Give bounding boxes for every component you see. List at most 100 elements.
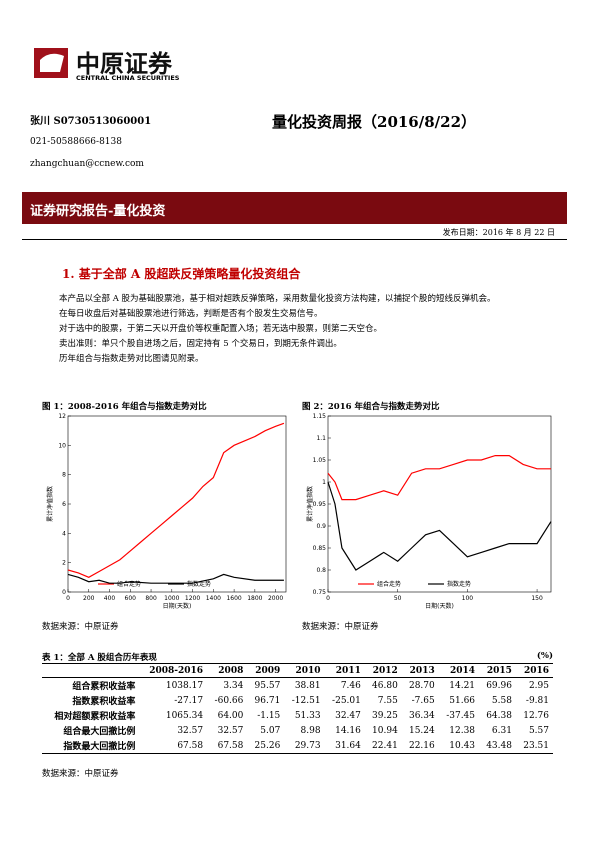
header-cell: 2010: [284, 665, 325, 678]
x-tick-label: 400: [104, 595, 116, 602]
paragraph: 历年组合与指数走势对比图请见附录。: [59, 354, 204, 364]
x-tick-label: 200: [83, 595, 95, 602]
table-cell: -27.17: [174, 695, 204, 706]
table-cell: 39.25: [372, 710, 398, 721]
table-cell: 96.71: [254, 695, 281, 706]
table-cell: -7.65: [411, 695, 435, 706]
y-tick-label: 0.9: [316, 523, 326, 530]
y-tick-label: 4: [62, 530, 66, 537]
figure-source: 数据来源：中原证券: [42, 622, 119, 632]
x-tick-label: 0: [326, 595, 330, 602]
table-cell: 28.70: [408, 680, 435, 691]
x-tick-label: 600: [125, 595, 137, 602]
series-line: [67, 573, 284, 584]
data-table: 2008-2016 2008 2009 2010 2011 2012 2013 2014 201…: [42, 665, 553, 754]
x-tick-label: 0: [66, 595, 70, 602]
y-tick-label: 2: [62, 560, 66, 567]
x-tick-label: 1600: [226, 595, 241, 602]
header-cell: 2008: [207, 665, 248, 678]
y-tick-label: 1.05: [313, 457, 327, 464]
table-cell: 23.51: [523, 740, 549, 751]
table-cell: 指数累积收益率: [72, 697, 136, 707]
logo-cn: 中原证券: [76, 49, 172, 78]
table-cell: 10.94: [372, 725, 398, 736]
paragraph: 在每日收盘后对基础股票池进行筛选，判断是否有个股发生交易信号。: [59, 309, 323, 319]
y-tick-label: 8: [62, 472, 66, 479]
table-cell: 7.55: [377, 695, 398, 706]
table-cell: 7.46: [340, 680, 361, 691]
table-cell: 67.58: [217, 740, 244, 751]
banner: [22, 192, 567, 224]
email: zhangchuan@ccnew.com: [30, 159, 144, 169]
table-cell: 32.47: [335, 710, 361, 721]
x-tick-label: 50: [394, 595, 402, 602]
table-cell: 22.16: [408, 740, 435, 751]
x-tick-label: 800: [145, 595, 157, 602]
author: 张川 S0730513060001: [30, 116, 152, 127]
table-cell: 指数最大回撤比例: [63, 742, 136, 752]
table-cell: 32.57: [217, 725, 244, 736]
table-cell: 64.38: [486, 710, 512, 721]
paragraph: 本产品以全部 A 股为基础股票池，基于相对超跌反弹策略，采用数量化投资方法构建，…: [59, 294, 496, 304]
plot-area: [327, 415, 552, 593]
table-row: 相对超额累积收益率 1065.34 64.00 -1.15 51.33 32.47 39.2…: [42, 708, 553, 723]
header-cell: 2014: [438, 665, 480, 678]
table-cell: 46.80: [372, 680, 398, 691]
table-source: 数据来源：中原证券: [42, 769, 119, 779]
logo-en: CENTRAL CHINA SECURITIES: [76, 74, 180, 82]
table-unit: (%): [536, 651, 553, 661]
table-row: 指数累积收益率 -27.17 -60.66 96.71 -12.51 -25.01 7.55…: [42, 693, 553, 708]
x-tick-label: 150: [531, 595, 543, 602]
table-cell: 12.76: [523, 710, 549, 721]
table-cell: 25.26: [254, 740, 281, 751]
figure-chart: 0 2 4 6 8 10 12 0 200 400 600 800 1000 1200 1400 1600 18…: [46, 413, 287, 610]
header-row: 2008-2016 2008 2009 2010 2011 2012 2013 2014 201…: [42, 665, 553, 678]
y-tick-label: 12: [58, 413, 66, 420]
figure-source: 数据来源：中原证券: [302, 622, 379, 632]
x-tick-label: 1000: [164, 595, 179, 602]
table-cell: 69.96: [486, 680, 512, 691]
table-cell: 51.33: [294, 710, 321, 721]
table-cell: 1065.34: [165, 710, 204, 721]
header-cell: 2009: [247, 665, 285, 678]
legend-label: 组合走势: [377, 580, 401, 588]
section-heading: 1. 基于全部 A 股超跌反弹策略量化投资组合: [62, 267, 301, 281]
table-row: 组合累积收益率 1038.17 3.34 95.57 38.81 7.46 46.80 28.…: [42, 678, 553, 694]
figure-title: 图 2：2016 年组合与指数走势对比: [302, 402, 440, 412]
table-cell: 36.34: [408, 710, 435, 721]
table-cell: 3.34: [223, 680, 244, 691]
table-cell: 32.57: [177, 725, 204, 736]
x-tick-label: 100: [462, 595, 474, 602]
table-row: 组合最大回撤比例 32.57 32.57 5.07 8.98 14.16 10.94 15.2…: [42, 723, 553, 738]
table-cell: 22.41: [372, 740, 398, 751]
x-tick-label: 1400: [206, 595, 221, 602]
logo-icon: [34, 48, 68, 78]
table-cell: 10.43: [449, 740, 476, 751]
table-cell: 5.57: [528, 725, 549, 736]
y-tick-label: 0.75: [313, 589, 327, 596]
series-line: [327, 481, 552, 571]
legend-label: 组合走势: [117, 580, 141, 588]
y-tick-label: 1.1: [316, 435, 326, 442]
table-cell: 2.95: [528, 680, 549, 691]
legend-label: 指数走势: [187, 580, 211, 588]
y-tick-label: 6: [62, 501, 66, 508]
table-cell: 组合累积收益率: [72, 682, 136, 692]
table-cell: 5.07: [260, 725, 281, 736]
x-axis-label: 日期(天数): [425, 602, 454, 610]
banner-text: 证券研究报告-量化投资: [30, 204, 166, 219]
y-tick-label: 0: [62, 589, 66, 596]
y-tick-label: 0.85: [313, 545, 327, 552]
table-cell: -12.51: [291, 695, 321, 706]
table-cell: 95.57: [254, 680, 281, 691]
paragraphs: 本产品以全部 A 股为基础股票池，基于相对超跌反弹策略，采用数量化投资方法构建，…: [42, 292, 554, 367]
table-cell: -37.45: [446, 710, 476, 721]
y-tick-label: 1.15: [313, 413, 327, 420]
x-tick-label: 1800: [247, 595, 262, 602]
table-cell: 64.00: [217, 710, 244, 721]
table-cell: 6.31: [491, 725, 512, 736]
header-cell: 2016: [515, 665, 553, 678]
paragraph: 卖出准则：单只个股自进场之后，固定持有 5 个交易日，到期无条件调出。: [59, 339, 342, 349]
table-cell: -9.81: [525, 695, 549, 706]
table-cell: 43.48: [486, 740, 512, 751]
